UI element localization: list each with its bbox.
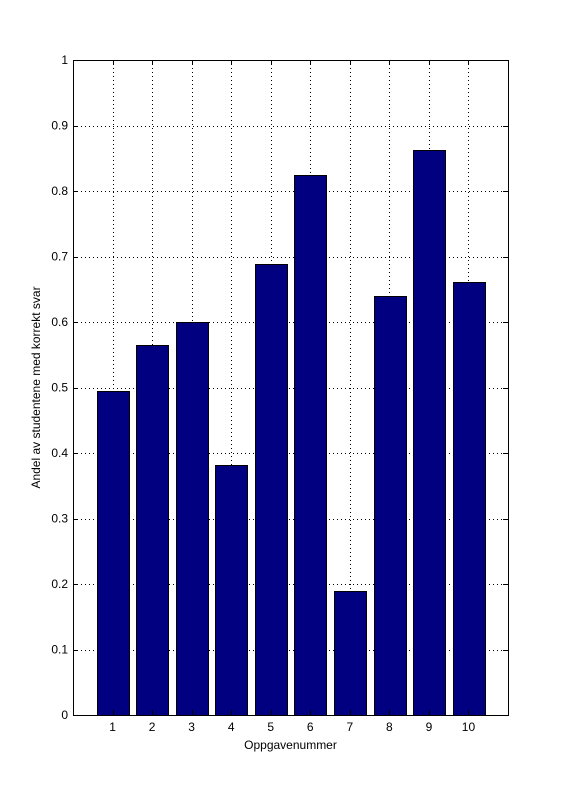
bar-7 [334, 591, 367, 716]
y-tick-label: 0.4 [51, 446, 68, 460]
tick-labels: 0 0.1 0.2 0.3 0.4 0.5 0.6 0.7 0.8 0.9 1 1 2 3 4 5 6 7 8 9 10 [51, 53, 475, 734]
bar-9 [413, 150, 446, 716]
y-tick-label: 0 [61, 708, 68, 722]
bar-1 [97, 391, 130, 716]
bar-6 [294, 175, 327, 716]
bar-8 [374, 296, 407, 716]
x-tick-label: 8 [386, 720, 393, 734]
y-tick-label: 0.5 [51, 381, 68, 395]
y-axis-label: Andel av studentene med korrekt svar [29, 286, 43, 488]
x-tick-label: 10 [462, 720, 476, 734]
x-tick-label: 7 [346, 720, 353, 734]
y-tick-label: 0.2 [51, 577, 68, 591]
bar-2 [136, 345, 169, 716]
bar-10 [453, 282, 486, 716]
x-tick-label: 4 [228, 720, 235, 734]
bars [97, 150, 486, 716]
y-tick-label: 0.9 [51, 119, 68, 133]
x-axis-label: Oppgavenummer [244, 738, 337, 752]
y-tick-label: 0.6 [51, 315, 68, 329]
y-tick-label: 0.7 [51, 250, 68, 264]
x-tick-label: 6 [307, 720, 314, 734]
x-tick-label: 3 [188, 720, 195, 734]
x-tick-label: 1 [109, 720, 116, 734]
ticks [73, 60, 508, 716]
bar-5 [255, 264, 288, 716]
bar-3 [176, 322, 209, 716]
y-tick-label: 1 [61, 53, 68, 67]
x-tick-label: 2 [149, 720, 156, 734]
bar-4 [215, 465, 248, 716]
y-tick-label: 0.3 [51, 512, 68, 526]
y-tick-label: 0.1 [51, 643, 68, 657]
x-tick-label: 5 [267, 720, 274, 734]
y-tick-label: 0.8 [51, 184, 68, 198]
x-tick-label: 9 [426, 720, 433, 734]
